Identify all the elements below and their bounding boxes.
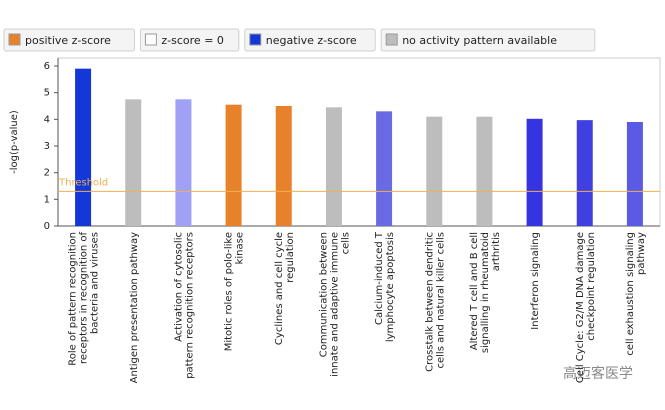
label-line: Role of pattern recognition <box>68 232 79 366</box>
x-tick-label: Communication betweeninnate and adaptive… <box>318 232 351 377</box>
label-line: Activation of cytosolic <box>173 232 184 342</box>
legend-swatch <box>249 33 262 46</box>
x-tick-label: Crosstalk between dendriticcells and nat… <box>424 232 446 372</box>
bar <box>626 122 643 226</box>
bar <box>476 116 493 226</box>
label-line: cells <box>340 232 351 254</box>
y-axis-label: -log(p-value) <box>9 110 20 174</box>
x-tick-label: Mitotic roles of polo-likekinase <box>224 232 246 351</box>
bar <box>225 104 242 226</box>
label-line: Calcium-induced T <box>374 231 385 325</box>
label-line: Crosstalk between dendritic <box>424 232 435 372</box>
y-tick-label: 3 <box>44 141 50 152</box>
y-tick-label: 6 <box>44 61 50 72</box>
legend-label: negative z-score <box>266 34 357 47</box>
y-tick-label: 1 <box>44 194 50 205</box>
legend-label: positive z-score <box>25 34 111 47</box>
bar <box>75 68 92 227</box>
watermark: 高迈客医学 <box>563 365 633 382</box>
x-tick-label: cell exhaustion signalingpathway <box>625 232 647 356</box>
label-line: innate and adaptive immune <box>329 232 340 377</box>
legend-swatch <box>8 33 21 46</box>
label-line: signalling in rheumatoid <box>480 232 491 353</box>
legend-box <box>244 28 376 52</box>
legend-box <box>380 28 596 52</box>
x-tick-label: Altered T cell and B cellsignalling in r… <box>469 232 502 353</box>
label-line: lymphocyte apoptosis <box>385 232 396 342</box>
legend-label: z-score = 0 <box>161 34 224 47</box>
label-line: regulation <box>285 232 296 283</box>
bar <box>325 107 342 226</box>
label-line: Antigen presentation pathway <box>129 232 140 383</box>
x-tick-label: Interferon signaling <box>530 232 541 330</box>
x-tick-label: Cell Cycle: G2/M DNA damagecheckpoint re… <box>575 232 597 383</box>
x-tick-label: Cyclines and cell cycleregulation <box>274 232 296 345</box>
label-line: Cyclines and cell cycle <box>274 232 285 345</box>
y-tick-label: 2 <box>44 168 50 179</box>
bar <box>125 99 142 226</box>
label-line: Interferon signaling <box>530 232 541 330</box>
legend-box <box>139 28 240 52</box>
legend-label: no activity pattern available <box>402 34 557 47</box>
bar <box>275 106 292 226</box>
y-tick-label: 4 <box>44 114 50 125</box>
legend-swatch <box>144 33 157 46</box>
label-line: receptors in recognition of <box>79 232 90 364</box>
x-tick-label: Antigen presentation pathway <box>129 232 140 383</box>
plot-frame <box>57 57 661 227</box>
legend-box <box>3 28 135 52</box>
label-line: cell exhaustion signaling <box>625 232 636 356</box>
y-tick-label: 0 <box>44 221 50 232</box>
legend-swatch <box>385 33 398 46</box>
label-line: Cell Cycle: G2/M DNA damage <box>575 232 586 383</box>
label-line: arthritis <box>491 232 502 271</box>
label-line: pattern recognition receptors <box>184 232 195 379</box>
label-line: Altered T cell and B cell <box>469 232 480 350</box>
x-tick-label: Activation of cytosolicpattern recogniti… <box>173 232 195 379</box>
bar <box>426 116 443 226</box>
label-line: kinase <box>235 232 246 264</box>
label-line: Communication between <box>318 232 329 357</box>
bar <box>175 99 192 226</box>
threshold-label: Threshold <box>58 177 108 188</box>
bar <box>576 120 593 226</box>
bar <box>526 118 543 226</box>
label-line: pathway <box>636 232 647 275</box>
label-line: checkpoint regulation <box>586 232 597 341</box>
y-tick-label: 5 <box>44 88 50 99</box>
label-line: cells and natural killer cells <box>435 232 446 369</box>
bar <box>376 111 393 226</box>
label-line: Mitotic roles of polo-like <box>224 232 235 351</box>
x-tick-label: Calcium-induced Tlymphocyte apoptosis <box>374 231 396 342</box>
x-tick-label: Role of pattern recognitionreceptors in … <box>68 232 101 366</box>
label-line: bacteria and viruses <box>90 232 101 334</box>
